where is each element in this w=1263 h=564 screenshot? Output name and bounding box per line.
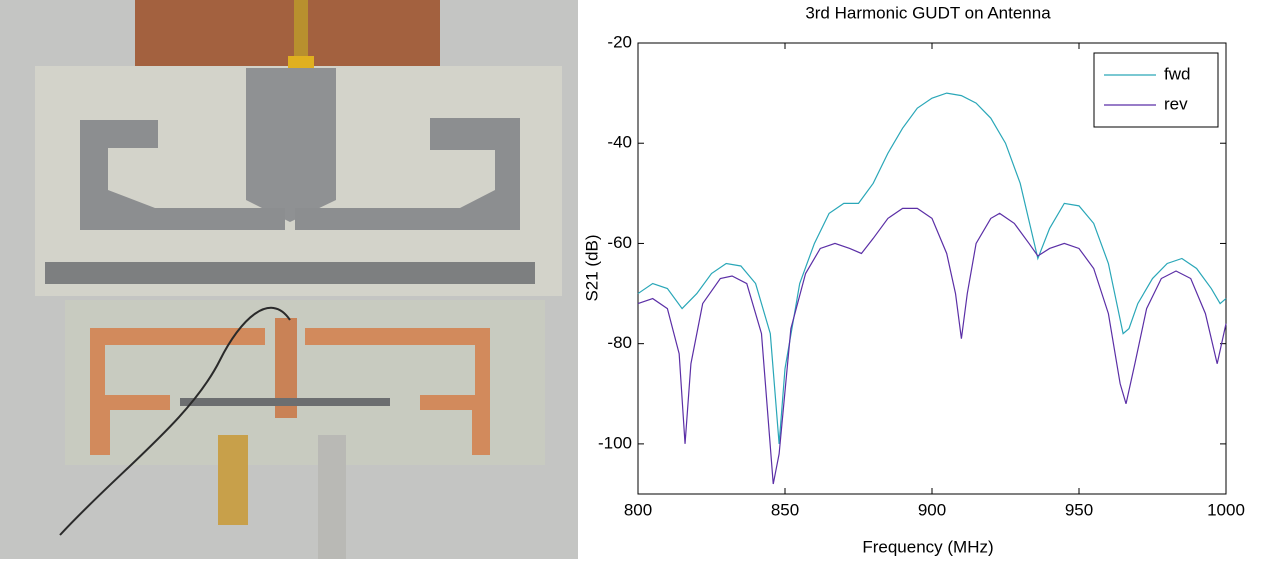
cable xyxy=(59,306,291,536)
chart-title: 3rd Harmonic GUDT on Antenna xyxy=(805,3,1051,22)
y-axis-label: S21 (dB) xyxy=(582,234,601,301)
antenna-photo xyxy=(0,0,578,559)
left-dipole-arm xyxy=(80,120,285,230)
legend-label: rev xyxy=(1164,94,1188,113)
y-tick-label: -100 xyxy=(598,433,632,452)
y-tick-label: -40 xyxy=(607,133,632,152)
left-copper-arm xyxy=(90,328,265,455)
x-tick-label: 800 xyxy=(624,500,652,519)
right-dipole-arm xyxy=(295,118,520,230)
x-tick-label: 900 xyxy=(918,500,946,519)
x-tick-label: 1000 xyxy=(1207,500,1245,519)
lower-board xyxy=(65,300,545,465)
wood-block xyxy=(135,0,440,70)
right-copper-arm xyxy=(305,328,490,455)
series-line xyxy=(637,92,1227,444)
connector xyxy=(294,0,308,60)
sma-connector-right xyxy=(318,435,346,559)
y-tick-label: -60 xyxy=(607,233,632,252)
center-strip xyxy=(180,398,390,406)
legend-box xyxy=(1093,52,1219,128)
legend-label: fwd xyxy=(1164,64,1190,83)
copper-feed xyxy=(275,318,297,418)
y-tick-label: -80 xyxy=(607,333,632,352)
connector-flange xyxy=(288,56,314,68)
x-tick-label: 950 xyxy=(1065,500,1093,519)
reflector xyxy=(45,262,535,284)
legend: fwd rev xyxy=(1093,52,1219,128)
x-axis-label: Frequency (MHz) xyxy=(862,537,993,556)
x-tick-label: 850 xyxy=(771,500,799,519)
sma-connector-left xyxy=(218,435,248,525)
series-line xyxy=(637,207,1227,485)
feed-stripline xyxy=(246,68,336,222)
y-tick-label: -20 xyxy=(607,32,632,51)
